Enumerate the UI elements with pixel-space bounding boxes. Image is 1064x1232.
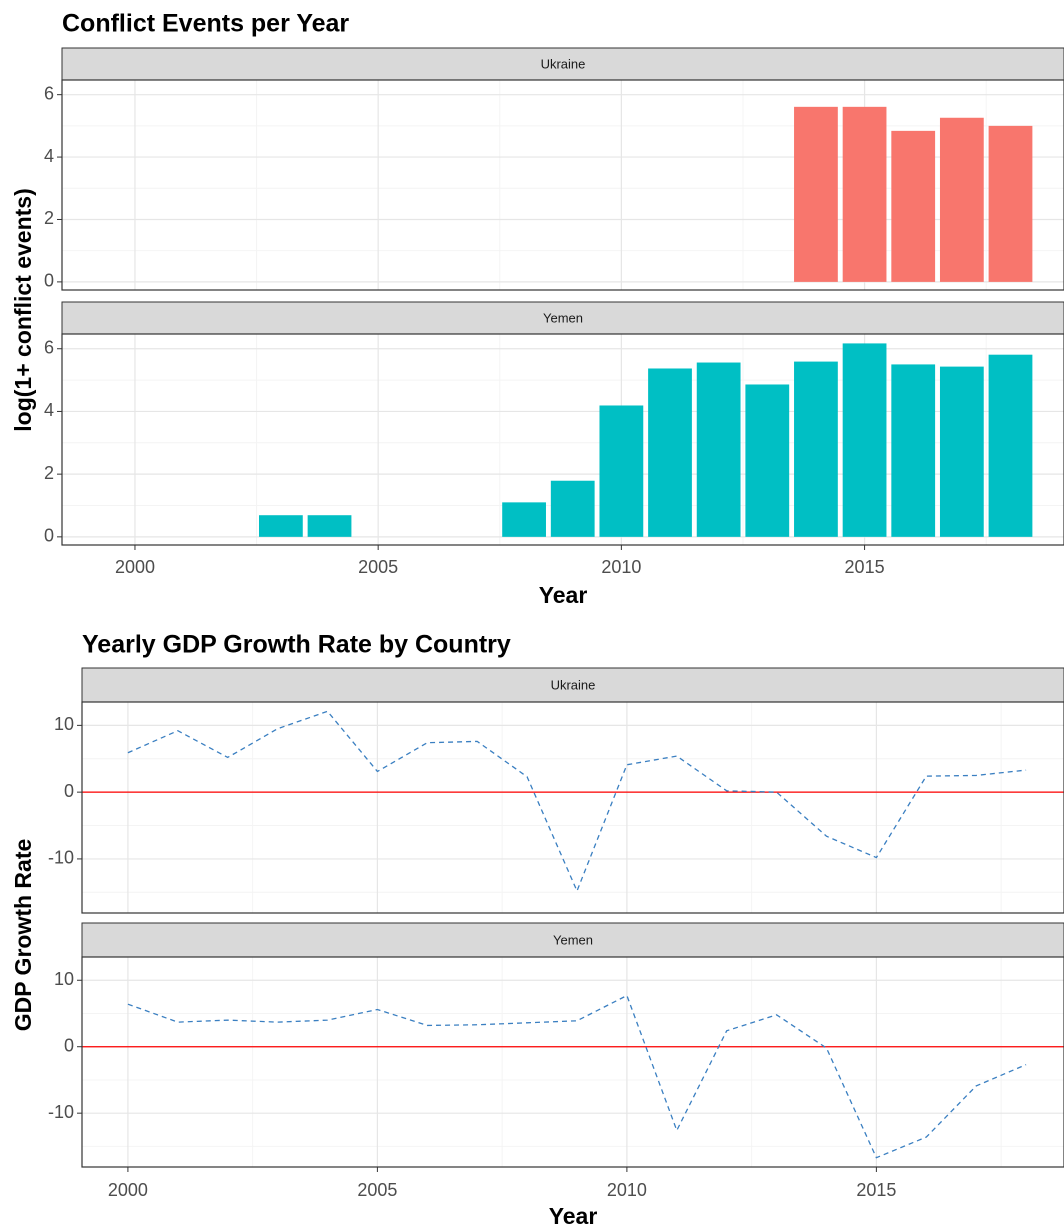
- strip: [81, 922, 1064, 958]
- y-tick-label: -10: [48, 848, 74, 868]
- y-tick-label: 0: [44, 271, 54, 291]
- bar: [842, 343, 887, 537]
- strip-label: Yemen: [553, 932, 593, 947]
- y-tick-label: 4: [44, 400, 54, 420]
- strip-label: Ukraine: [541, 56, 586, 71]
- y-tick-label: 0: [44, 526, 54, 546]
- bar: [794, 106, 838, 282]
- y-tick-label: 2: [44, 463, 54, 483]
- bar: [648, 368, 692, 537]
- bar: [939, 117, 984, 282]
- y-tick-label: 4: [44, 146, 54, 166]
- bar: [891, 364, 936, 537]
- bar: [696, 362, 741, 537]
- x-tick-label: 2005: [357, 1180, 397, 1200]
- bar: [794, 361, 838, 537]
- y-axis-title: log(1+ conflict events): [10, 188, 36, 431]
- bar: [988, 125, 1033, 282]
- y-tick-label: 6: [44, 83, 54, 103]
- x-tick-label: 2010: [607, 1180, 647, 1200]
- x-axis-title: Year: [549, 1203, 598, 1229]
- strip: [81, 667, 1064, 703]
- bar: [258, 515, 303, 537]
- x-axis-title: Year: [539, 582, 588, 608]
- panel-border: [61, 79, 1064, 291]
- chart-title: Conflict Events per Year: [62, 10, 349, 38]
- x-tick-label: 2000: [108, 1180, 148, 1200]
- bar: [939, 366, 984, 537]
- x-tick-label: 2005: [358, 557, 398, 577]
- bar: [502, 502, 546, 537]
- panel-border: [61, 333, 1064, 546]
- x-tick-label: 2015: [856, 1180, 896, 1200]
- panel-border: [81, 956, 1064, 1168]
- strip: [61, 301, 1064, 335]
- bar: [307, 515, 352, 537]
- y-tick-label: 2: [44, 208, 54, 228]
- y-tick-label: 0: [64, 1035, 74, 1055]
- panel-background: [82, 957, 1064, 1167]
- y-axis-title: GDP Growth Rate: [10, 839, 36, 1032]
- bar: [599, 405, 644, 537]
- chart-title: Yearly GDP Growth Rate by Country: [82, 631, 511, 659]
- x-tick-label: 2000: [115, 557, 155, 577]
- line: [127, 710, 1027, 893]
- strip: [61, 47, 1064, 81]
- bar: [842, 106, 887, 282]
- y-tick-label: -10: [48, 1102, 74, 1122]
- x-tick-label: 2015: [845, 557, 885, 577]
- y-tick-label: 6: [44, 337, 54, 357]
- bar: [891, 130, 936, 282]
- strip-label: Ukraine: [551, 677, 596, 692]
- x-tick-label: 2010: [601, 557, 641, 577]
- panel-background: [82, 702, 1064, 913]
- bar: [745, 384, 790, 537]
- panel-border: [81, 701, 1064, 914]
- y-tick-label: 10: [54, 969, 74, 989]
- y-tick-label: 10: [54, 714, 74, 734]
- bar: [988, 354, 1033, 537]
- line: [127, 994, 1027, 1159]
- strip-label: Yemen: [543, 310, 583, 325]
- y-tick-label: 0: [64, 781, 74, 801]
- bar: [550, 480, 595, 537]
